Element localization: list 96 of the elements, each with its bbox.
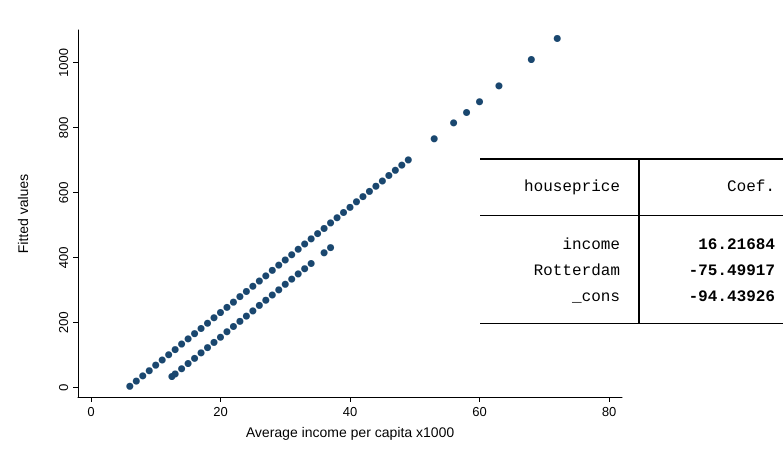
- point: [314, 230, 322, 238]
- y-tick-label: 600: [56, 182, 71, 204]
- point: [294, 246, 302, 253]
- point: [230, 298, 237, 306]
- text: -75.49917: [688, 262, 775, 280]
- point: [184, 360, 192, 368]
- point: [262, 296, 270, 304]
- point: [216, 334, 224, 341]
- point: [198, 349, 205, 356]
- point: [282, 280, 289, 288]
- point: [320, 224, 328, 232]
- point: [146, 367, 153, 374]
- point: [334, 214, 341, 222]
- point: [320, 249, 328, 256]
- point: [554, 34, 561, 42]
- point: [301, 265, 308, 272]
- point: [191, 354, 198, 362]
- point: [372, 182, 380, 190]
- point: [268, 266, 276, 274]
- point: [327, 219, 334, 226]
- point: [288, 251, 296, 258]
- y-axis-title: Fitted values: [15, 174, 31, 254]
- y-tick-label: 800: [56, 116, 71, 138]
- point: [204, 344, 212, 352]
- point: [385, 172, 392, 179]
- x-tick-label: 20: [213, 404, 228, 419]
- point: [236, 293, 244, 300]
- point: [198, 324, 205, 332]
- point: [178, 340, 186, 348]
- point: [139, 372, 146, 380]
- point: [268, 292, 276, 299]
- x-tick-label: 60: [472, 404, 487, 419]
- point: [256, 302, 263, 309]
- text: -94.43926: [688, 288, 775, 306]
- point: [158, 356, 166, 364]
- point: [275, 286, 282, 294]
- point: [184, 335, 192, 342]
- y-tick-label: 1000: [56, 48, 71, 77]
- point: [191, 330, 198, 338]
- point: [242, 288, 250, 295]
- point: [366, 188, 373, 195]
- point: [430, 135, 438, 142]
- point: [340, 209, 348, 216]
- point: [450, 119, 458, 126]
- point: [476, 98, 484, 106]
- x-tick-label: 40: [342, 404, 358, 419]
- point: [327, 244, 334, 252]
- text: 16.21684: [698, 236, 775, 254]
- point: [308, 235, 315, 242]
- point: [223, 304, 230, 311]
- text: Coef.: [726, 178, 775, 196]
- point: [282, 256, 289, 264]
- point: [165, 351, 172, 358]
- point: [178, 365, 186, 372]
- point: [398, 162, 406, 169]
- point: [463, 108, 470, 116]
- annotation: houseprice: [524, 178, 620, 196]
- y-tick-label: 400: [56, 246, 71, 268]
- y-tick-label: 200: [56, 311, 71, 334]
- point: [346, 204, 354, 211]
- point: [495, 82, 502, 90]
- point: [528, 56, 535, 64]
- x-axis-title: Average income per capita x1000: [246, 424, 454, 440]
- point: [249, 282, 256, 290]
- point: [230, 323, 237, 330]
- x-tick-label: 80: [602, 404, 616, 419]
- point: [249, 307, 256, 314]
- point: [404, 156, 412, 164]
- y-tick-label: 0: [56, 384, 71, 391]
- point: [126, 382, 134, 390]
- annotation: income: [562, 236, 620, 254]
- point: [256, 278, 263, 285]
- point: [152, 362, 160, 369]
- point: [172, 370, 179, 378]
- point: [352, 198, 360, 206]
- point: [132, 378, 140, 385]
- point: [359, 193, 366, 200]
- annotation: Rotterdam: [534, 262, 620, 280]
- point: [301, 240, 308, 248]
- x-tick-label: 0: [87, 404, 95, 419]
- point: [216, 309, 224, 316]
- point: [378, 178, 386, 185]
- point: [210, 314, 218, 322]
- point: [223, 328, 230, 336]
- point: [172, 346, 179, 354]
- point: [262, 272, 270, 280]
- point: [294, 270, 302, 278]
- point: [210, 338, 218, 346]
- point: [242, 312, 250, 320]
- annotation: _cons: [572, 288, 620, 306]
- point: [204, 320, 212, 327]
- point: [236, 318, 244, 325]
- point: [308, 260, 315, 268]
- point: [288, 276, 296, 283]
- point: [392, 166, 399, 174]
- point: [275, 262, 282, 269]
